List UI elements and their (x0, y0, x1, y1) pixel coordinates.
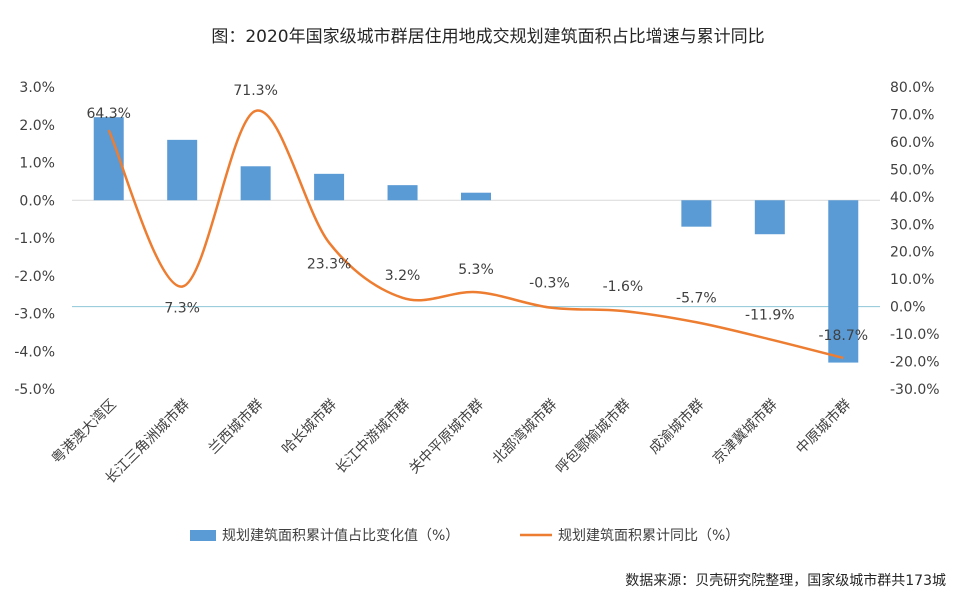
bar-长江中游城市群 (387, 185, 418, 201)
y-right-tick-label: 40.0% (890, 190, 934, 206)
y-left-tick-label: 2.0% (19, 118, 55, 134)
y-right-tick-label: -30.0% (890, 382, 940, 398)
y-left-tick-label: 3.0% (19, 80, 55, 96)
y-right-tick-label: 10.0% (890, 272, 934, 288)
y-right-tick-label: 70.0% (890, 107, 934, 123)
bar-哈长城市群 (314, 173, 345, 201)
y-right-tick-label: 60.0% (890, 135, 934, 151)
bar-长江三角洲城市群 (167, 139, 198, 201)
line-data-label: -1.6% (603, 279, 644, 295)
x-category-label: 哈长城市群 (278, 396, 340, 458)
line-data-label: -0.3% (529, 275, 570, 291)
x-category-label: 中原城市群 (793, 396, 855, 458)
legend-bar-label: 规划建筑面积累计值占比变化值（%） (222, 528, 459, 544)
y-left-tick-label: -5.0% (14, 382, 55, 398)
y-left-tick-label: -1.0% (14, 231, 55, 247)
x-category-label: 关中平原城市群 (406, 396, 487, 477)
line-data-label: -5.7% (676, 290, 717, 306)
line-data-label: -11.9% (745, 307, 795, 323)
y-left-tick-label: 1.0% (19, 156, 55, 172)
line-data-label: 3.2% (385, 268, 421, 284)
bar-成渝城市群 (681, 200, 712, 227)
y-right-tick-label: 30.0% (890, 217, 934, 233)
x-category-label: 粤港澳大湾区 (48, 396, 119, 467)
bar-关中平原城市群 (461, 192, 491, 201)
chart-svg: 3.0% 2.0% 1.0% 0.0% -1.0% -2.0% -3.0% -4.0% -5.0… (14, 80, 940, 544)
line-data-label: 5.3% (458, 262, 494, 278)
line-data-label: 64.3% (86, 106, 130, 122)
source-note: 数据来源：贝壳研究院整理，国家级城市群共173城 (625, 573, 946, 589)
x-category-label: 长江中游城市群 (332, 396, 413, 477)
y-left-tick-label: -2.0% (14, 269, 55, 285)
y-right-tick-label: -20.0% (890, 355, 940, 371)
y-right-tick-label: 80.0% (890, 80, 934, 96)
line-data-label: -18.7% (819, 328, 869, 344)
y-left-tick-label: -4.0% (14, 344, 55, 360)
chart-title: 图：2020年国家级城市群居住用地成交规划建筑面积占比增速与累计同比 (211, 27, 765, 47)
line-data-label: 71.3% (233, 83, 277, 99)
bar-中原城市群 (828, 200, 859, 363)
line-data-label: 7.3% (164, 301, 200, 317)
line-series-path (107, 109, 844, 360)
bar-京津冀城市群 (754, 200, 785, 235)
x-category-label: 兰西城市群 (205, 396, 267, 458)
x-category-label: 成渝城市群 (646, 396, 708, 458)
x-category-label: 呼包鄂榆城市群 (552, 396, 633, 477)
legend-line-label: 规划建筑面积累计同比（%） (558, 528, 739, 544)
x-category-label: 北部湾城市群 (489, 396, 560, 467)
y-right-tick-label: 0.0% (890, 300, 926, 316)
y-right-tick-label: 50.0% (890, 162, 934, 178)
y-left-tick-label: -3.0% (14, 307, 55, 323)
bar-兰西城市群 (240, 166, 271, 201)
x-category-label: 京津冀城市群 (709, 396, 780, 467)
legend-bar-swatch (190, 530, 216, 541)
y-right-tick-label: 20.0% (890, 245, 934, 261)
line-data-label: 23.3% (307, 257, 351, 273)
y-right-tick-label: -10.0% (890, 327, 940, 343)
y-left-tick-label: 0.0% (19, 193, 55, 209)
